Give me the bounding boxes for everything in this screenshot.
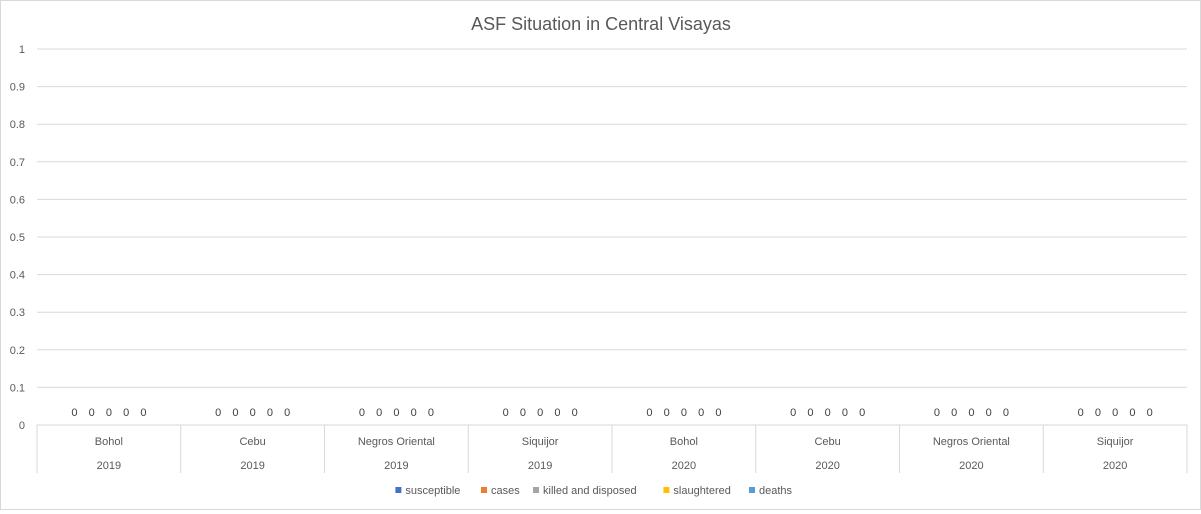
x-category-label: Siquijor bbox=[522, 436, 559, 448]
data-label: 0 bbox=[807, 407, 813, 419]
data-label: 0 bbox=[715, 407, 721, 419]
data-label: 0 bbox=[986, 407, 992, 419]
legend-label: deaths bbox=[759, 485, 793, 497]
legend-swatch bbox=[395, 487, 402, 493]
data-label: 0 bbox=[934, 407, 940, 419]
x-category-label: Bohol bbox=[670, 436, 698, 448]
legend-swatch bbox=[663, 487, 670, 493]
y-tick-label: 0.6 bbox=[10, 194, 25, 206]
data-label: 0 bbox=[664, 407, 670, 419]
x-year-label: 2020 bbox=[672, 460, 696, 472]
x-year-label: 2020 bbox=[815, 460, 839, 472]
y-tick-label: 1 bbox=[19, 44, 25, 56]
data-label: 0 bbox=[698, 407, 704, 419]
y-tick-label: 0.7 bbox=[10, 157, 25, 169]
x-category-label: Cebu bbox=[239, 436, 265, 448]
legend-swatch bbox=[533, 487, 539, 493]
y-tick-label: 0.5 bbox=[10, 232, 25, 244]
y-tick-label: 0.9 bbox=[10, 82, 25, 94]
data-label: 0 bbox=[215, 407, 221, 419]
y-tick-label: 0.2 bbox=[10, 345, 25, 357]
data-label: 0 bbox=[646, 407, 652, 419]
legend: susceptible cases killed and disposed slaug… bbox=[395, 485, 793, 497]
x-year-label: 2019 bbox=[97, 460, 121, 472]
y-tick-label: 0.3 bbox=[10, 307, 25, 319]
x-category-label: Negros Oriental bbox=[358, 436, 435, 448]
data-label: 0 bbox=[572, 407, 578, 419]
data-label: 0 bbox=[71, 407, 77, 419]
data-label: 0 bbox=[537, 407, 543, 419]
data-label: 0 bbox=[106, 407, 112, 419]
x-category-label: Siquijor bbox=[1097, 436, 1134, 448]
y-tick-label: 0.8 bbox=[10, 119, 25, 131]
data-label: 0 bbox=[232, 407, 238, 419]
y-tick-label: 0 bbox=[19, 420, 25, 432]
data-label: 0 bbox=[1095, 407, 1101, 419]
data-label: 0 bbox=[250, 407, 256, 419]
data-label: 0 bbox=[428, 407, 434, 419]
legend-label: susceptible bbox=[405, 485, 460, 497]
legend-swatch bbox=[749, 487, 755, 493]
data-label: 0 bbox=[554, 407, 560, 419]
data-label: 0 bbox=[267, 407, 273, 419]
data-label: 0 bbox=[411, 407, 417, 419]
data-label: 0 bbox=[123, 407, 129, 419]
x-category-label: Bohol bbox=[95, 436, 123, 448]
data-label: 0 bbox=[842, 407, 848, 419]
legend-label: cases bbox=[491, 485, 520, 497]
data-label: 0 bbox=[393, 407, 399, 419]
data-label: 0 bbox=[376, 407, 382, 419]
data-label: 0 bbox=[968, 407, 974, 419]
data-label: 0 bbox=[140, 407, 146, 419]
chart-title: ASF Situation in Central Visayas bbox=[471, 14, 731, 34]
data-label: 0 bbox=[359, 407, 365, 419]
data-label: 0 bbox=[951, 407, 957, 419]
legend-label: slaughtered bbox=[673, 485, 731, 497]
data-label: 0 bbox=[284, 407, 290, 419]
legend-swatch bbox=[481, 487, 487, 493]
data-label: 0 bbox=[1078, 407, 1084, 419]
x-year-label: 2020 bbox=[959, 460, 983, 472]
data-label: 0 bbox=[1003, 407, 1009, 419]
x-category-label: Negros Oriental bbox=[933, 436, 1010, 448]
data-label: 0 bbox=[503, 407, 509, 419]
data-label: 0 bbox=[520, 407, 526, 419]
data-label: 0 bbox=[825, 407, 831, 419]
x-year-label: 2019 bbox=[528, 460, 552, 472]
x-year-label: 2019 bbox=[384, 460, 408, 472]
data-label: 0 bbox=[1112, 407, 1118, 419]
data-label: 0 bbox=[681, 407, 687, 419]
data-label: 0 bbox=[790, 407, 796, 419]
data-label: 0 bbox=[1129, 407, 1135, 419]
y-tick-label: 0.4 bbox=[10, 270, 25, 282]
x-year-label: 2020 bbox=[1103, 460, 1127, 472]
x-year-label: 2019 bbox=[240, 460, 264, 472]
data-label: 0 bbox=[1147, 407, 1153, 419]
x-category-label: Cebu bbox=[814, 436, 840, 448]
data-label: 0 bbox=[859, 407, 865, 419]
data-label: 0 bbox=[89, 407, 95, 419]
legend-label: killed and disposed bbox=[543, 485, 637, 497]
y-tick-label: 0.1 bbox=[10, 382, 25, 394]
